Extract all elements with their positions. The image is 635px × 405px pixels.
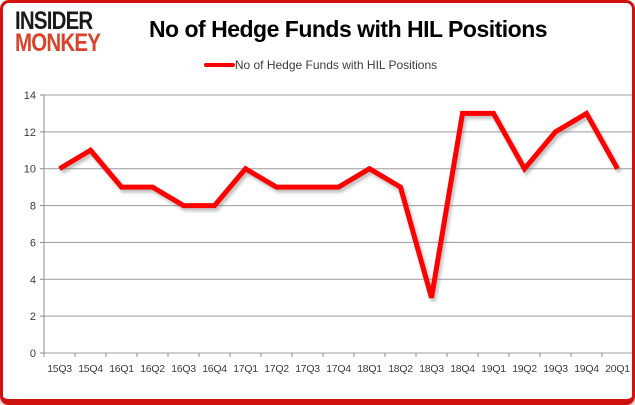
x-axis-label: 20Q1 [605,363,630,375]
y-axis-label: 8 [30,201,36,213]
x-axis-label: 18Q1 [357,363,382,375]
x-axis-label: 19Q4 [574,363,599,375]
y-axis-label: 0 [30,348,36,360]
legend-line-swatch [203,63,235,67]
x-axis-label: 16Q3 [171,363,196,375]
x-axis-label: 18Q2 [388,363,413,375]
x-axis-label: 17Q2 [264,363,289,375]
y-axis-label: 6 [30,237,36,249]
insider-monkey-logo: INSIDER MONKEY [15,7,101,57]
x-axis-label: 15Q4 [78,363,103,375]
logo-text-insider: INSIDER [15,7,93,35]
x-axis-label: 18Q4 [450,363,475,375]
y-axis-label: 14 [24,90,36,102]
x-axis-label: 17Q4 [326,363,351,375]
x-axis-label: 16Q4 [202,363,227,375]
x-axis-label: 19Q2 [512,363,537,375]
logo-text-monkey: MONKEY [15,29,101,57]
legend: No of Hedge Funds with HIL Positions [3,58,632,72]
y-axis-label: 4 [30,274,36,286]
series-line [58,109,620,299]
x-axis-label: 19Q3 [543,363,568,375]
y-axis-label: 12 [24,127,36,139]
x-axis-label: 16Q1 [109,363,134,375]
x-axis-label: 19Q1 [481,363,506,375]
y-axis-label: 10 [24,164,36,176]
legend-label: No of Hedge Funds with HIL Positions [234,58,438,72]
y-axis-label: 2 [30,311,36,323]
x-axis-label: 15Q3 [47,363,72,375]
x-axis-label: 17Q3 [295,363,320,375]
x-axis-label: 16Q2 [140,363,165,375]
x-axis-label: 18Q3 [419,363,444,375]
x-axis-label: 17Q1 [233,363,258,375]
chart-title: No of Hedge Funds with HIL Positions [148,16,548,42]
line-chart: 0 2 4 6 8 10 12 14 15Q3 15Q4 16Q1 16Q2 16Q3 16Q4 17Q1 1… [24,90,632,375]
